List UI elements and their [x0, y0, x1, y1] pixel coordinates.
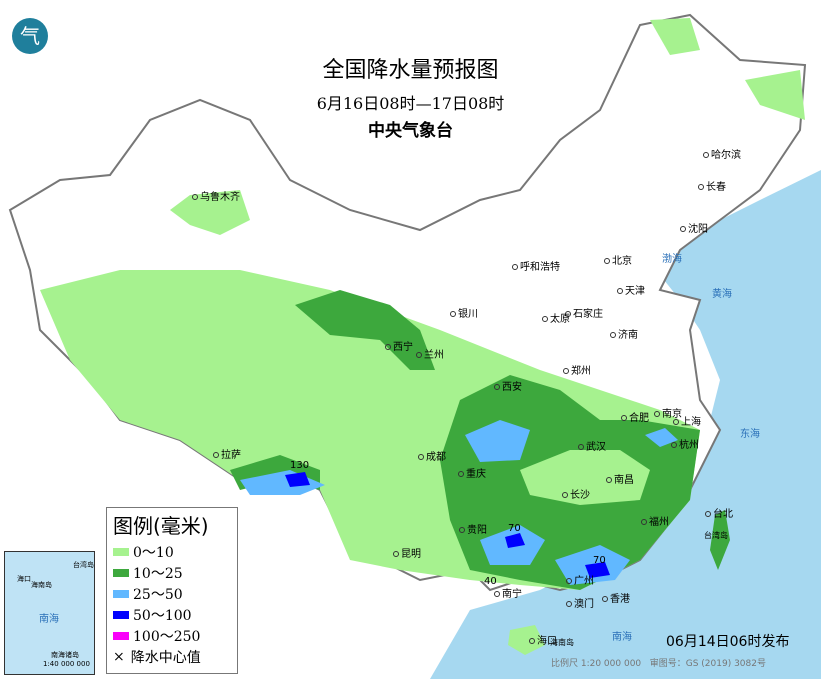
city-label: 台北: [705, 505, 733, 520]
city-label: 澳门: [566, 595, 594, 610]
map-scale: 比例尺 1:20 000 000: [551, 659, 642, 669]
rain-25-50: [645, 428, 678, 447]
city-label: 北京: [604, 252, 632, 267]
city-label: 西安: [494, 378, 522, 393]
city-label: 天津: [617, 282, 645, 297]
forecast-period: 6月16日08时—17日08时: [316, 94, 505, 113]
city-label: 长沙: [562, 486, 590, 501]
south-china-sea-inset: 海口 海南岛 台湾岛 南海 南海诸岛 1:40 000 000: [4, 551, 95, 675]
city-label: 合肥: [621, 409, 649, 424]
legend: 图例(毫米) 0～10 10～25 25～50 50～100 100～250 × 降水中心…: [106, 507, 238, 674]
footer-scale-approval: 比例尺 1:20 000 000 审图号：GS (2019) 3082号: [551, 656, 766, 669]
city-label: 郑州: [563, 362, 591, 377]
city-label: 西宁: [385, 338, 413, 353]
legend-swatch: [113, 631, 129, 640]
legend-title: 图例(毫米): [113, 514, 209, 538]
rain-center-value: 130: [290, 460, 310, 471]
city-label: 乌鲁木齐: [192, 188, 240, 203]
city-label: 呼和浩特: [512, 258, 560, 273]
city-label: 成都: [418, 448, 446, 463]
legend-label: 50～100: [133, 607, 192, 624]
city-label: 南昌: [606, 471, 634, 486]
rain-0-10: [650, 18, 700, 55]
legend-item-center: × 降水中心值: [107, 646, 237, 667]
legend-item: 10～25: [107, 562, 237, 583]
city-label: 重庆: [458, 465, 486, 480]
city-label: 太原: [542, 310, 570, 325]
sea-label: 黄海: [712, 289, 732, 300]
legend-swatch: [113, 547, 129, 556]
cma-logo: 气: [12, 18, 48, 54]
legend-label: 10～25: [133, 565, 183, 582]
taiwan-island: [710, 510, 730, 570]
rain-0-10: [745, 70, 805, 120]
city-label: 南京: [654, 405, 682, 420]
map-title: 全国降水量预报图: [322, 58, 499, 83]
city-label: 南宁: [494, 585, 522, 600]
city-label: 武汉: [578, 438, 606, 453]
sea-label: 渤海: [662, 254, 682, 265]
legend-label: 100～250: [133, 628, 201, 645]
logo-glyph: 气: [20, 24, 40, 48]
inset-scale: 1:40 000 000: [43, 660, 90, 668]
rain-25-50: [465, 420, 530, 462]
legend-item: 100～250: [107, 625, 237, 646]
city-label: 贵阳: [459, 521, 487, 536]
legend-label: 0～10: [133, 544, 174, 561]
inset-hainan: 海南岛: [31, 581, 52, 589]
city-label: 海口: [529, 632, 557, 647]
city-label: 福州: [641, 513, 669, 528]
sea-label: 东海: [740, 429, 760, 440]
inset-taiwan: 台湾岛: [73, 561, 94, 569]
inset-islands: 南海诸岛: [51, 651, 79, 659]
publish-time: 06月14日06时发布: [666, 634, 790, 650]
city-label: 银川: [450, 305, 478, 320]
legend-swatch: [113, 568, 129, 577]
city-label: 广州: [566, 572, 594, 587]
city-label: 长春: [698, 178, 726, 193]
city-label: 哈尔滨: [703, 146, 741, 161]
city-label: 拉萨: [213, 446, 241, 461]
rain-center-value: 70: [508, 523, 521, 534]
rain-50-100: [285, 472, 310, 487]
island-label: 台湾岛: [704, 531, 728, 540]
legend-label: 25～50: [133, 586, 183, 603]
city-label: 上海: [673, 413, 701, 428]
legend-item: 25～50: [107, 583, 237, 604]
rain-0-10-hole: [520, 450, 650, 505]
city-label: 石家庄: [565, 305, 603, 320]
agency-name: 中央气象台: [368, 121, 453, 141]
legend-swatch: [113, 610, 129, 619]
legend-swatch: [113, 589, 129, 598]
city-label: 兰州: [416, 346, 444, 361]
approval-number: 审图号：GS (2019) 3082号: [649, 659, 766, 669]
rain-50-100: [505, 533, 525, 548]
city-label: 香港: [602, 590, 630, 605]
rain-center-value: 40: [484, 576, 497, 587]
legend-item: 50～100: [107, 604, 237, 625]
legend-label: 降水中心值: [130, 649, 201, 666]
city-label: 昆明: [393, 545, 421, 560]
city-label: 杭州: [671, 436, 699, 451]
city-label: 济南: [610, 326, 638, 341]
inset-sea: 南海: [39, 614, 59, 625]
rain-center-value: 70: [593, 555, 606, 566]
city-label: 沈阳: [680, 220, 708, 235]
island-label: 海南岛: [550, 638, 574, 647]
sea-label: 南海: [612, 632, 632, 643]
legend-item: 0～10: [107, 541, 237, 562]
cross-icon: ×: [113, 648, 125, 665]
inset-haikou: 海口: [17, 575, 31, 583]
